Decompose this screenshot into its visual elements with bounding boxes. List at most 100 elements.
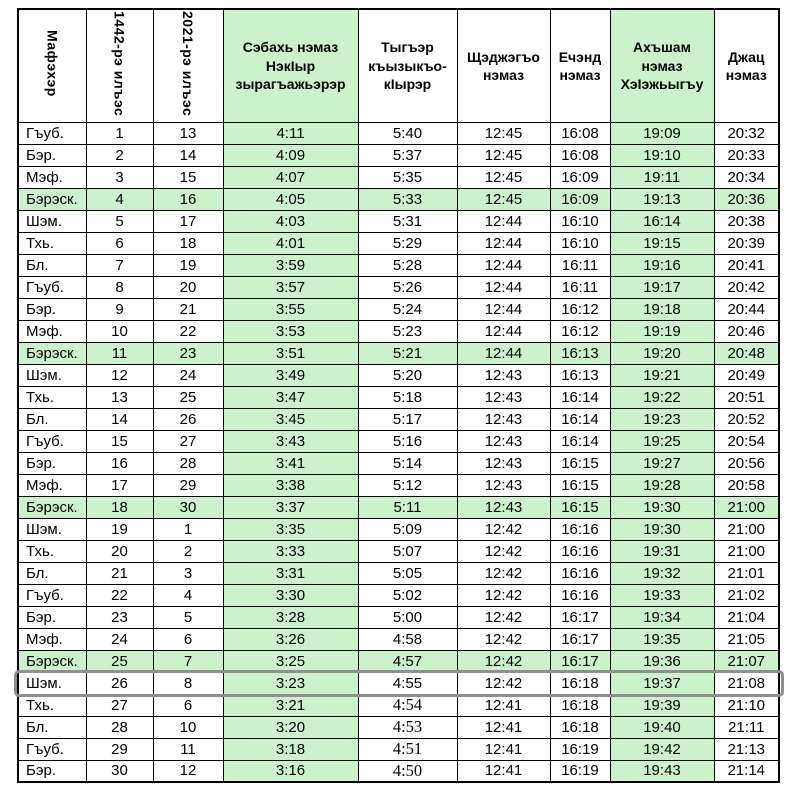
cell-isha: 20:52 bbox=[713, 407, 780, 431]
cell-sunrise: 4:50 bbox=[357, 759, 458, 783]
cell-dhuhr: 12:44 bbox=[456, 297, 551, 321]
table-row: Бэр. 30 12 3:16 4:50 12:41 16:19 19:43 21:14 bbox=[17, 759, 780, 783]
cell-greg: 22 bbox=[152, 319, 224, 343]
cell-dhuhr: 12:44 bbox=[456, 275, 551, 299]
cell-isha: 20:36 bbox=[713, 187, 780, 211]
cell-isha: 20:58 bbox=[713, 473, 780, 497]
cell-asr: 16:10 bbox=[549, 231, 611, 255]
cell-fajr: 4:03 bbox=[222, 209, 359, 233]
cell-dhuhr: 12:44 bbox=[456, 253, 551, 277]
cell-day: Шэм. bbox=[17, 671, 87, 695]
cell-isha: 21:00 bbox=[713, 517, 780, 541]
cell-sunrise: 5:14 bbox=[357, 451, 458, 475]
cell-isha: 20:32 bbox=[713, 121, 780, 145]
cell-maghrib: 19:11 bbox=[609, 165, 715, 189]
cell-dhuhr: 12:43 bbox=[456, 407, 551, 431]
cell-sunrise: 5:18 bbox=[357, 385, 458, 409]
cell-day: Бэрэск. bbox=[17, 341, 87, 365]
cell-isha: 21:13 bbox=[713, 737, 780, 761]
cell-isha: 21:11 bbox=[713, 715, 780, 739]
cell-hijri: 20 bbox=[85, 539, 154, 563]
cell-sunrise: 5:05 bbox=[357, 561, 458, 585]
cell-asr: 16:10 bbox=[549, 209, 611, 233]
cell-greg: 30 bbox=[152, 495, 224, 519]
cell-dhuhr: 12:43 bbox=[456, 429, 551, 453]
cell-maghrib: 19:27 bbox=[609, 451, 715, 475]
cell-sunrise: 4:58 bbox=[357, 627, 458, 651]
cell-asr: 16:13 bbox=[549, 363, 611, 387]
cell-dhuhr: 12:41 bbox=[456, 693, 551, 717]
cell-dhuhr: 12:45 bbox=[456, 121, 551, 145]
cell-fajr: 3:31 bbox=[222, 561, 359, 585]
cell-day: Бэр. bbox=[17, 143, 87, 167]
cell-maghrib: 19:23 bbox=[609, 407, 715, 431]
column-header-dhuhr: Щэджэгъо нэмаз bbox=[456, 8, 551, 123]
cell-dhuhr: 12:45 bbox=[456, 143, 551, 167]
column-header-asr: Ечэнд нэмаз bbox=[549, 8, 611, 123]
table-row: Мэф. 10 22 3:53 5:23 12:44 16:12 19:19 20:46 bbox=[17, 319, 780, 343]
cell-hijri: 7 bbox=[85, 253, 154, 277]
cell-isha: 21:07 bbox=[713, 649, 780, 673]
cell-asr: 16:18 bbox=[549, 693, 611, 717]
cell-day: Бэр. bbox=[17, 605, 87, 629]
cell-isha: 20:42 bbox=[713, 275, 780, 299]
cell-hijri: 3 bbox=[85, 165, 154, 189]
table-row: Гъуб. 8 20 3:57 5:26 12:44 16:11 19:17 20:42 bbox=[17, 275, 780, 299]
cell-maghrib: 19:22 bbox=[609, 385, 715, 409]
cell-hijri: 5 bbox=[85, 209, 154, 233]
cell-dhuhr: 12:42 bbox=[456, 671, 551, 695]
table-row: Бэр. 9 21 3:55 5:24 12:44 16:12 19:18 20:44 bbox=[17, 297, 780, 321]
cell-dhuhr: 12:43 bbox=[456, 495, 551, 519]
cell-fajr: 3:21 bbox=[222, 693, 359, 717]
table-row: Бл. 28 10 3:20 4:53 12:41 16:18 19:40 21:11 bbox=[17, 715, 780, 739]
cell-day: Бэр. bbox=[17, 759, 87, 783]
column-header-day: Мафэхэр bbox=[17, 8, 87, 123]
cell-isha: 20:51 bbox=[713, 385, 780, 409]
cell-day: Гъуб. bbox=[17, 275, 87, 299]
cell-dhuhr: 12:42 bbox=[456, 561, 551, 585]
prayer-times-table-wrap: Мафэхэр 1442-рэ илъэс 2021-рэ илъэс Сэбахь … bbox=[17, 8, 780, 783]
cell-sunrise: 4:53 bbox=[357, 715, 458, 739]
cell-asr: 16:18 bbox=[549, 671, 611, 695]
cell-hijri: 28 bbox=[85, 715, 154, 739]
cell-fajr: 4:09 bbox=[222, 143, 359, 167]
table-row: Гъуб. 1 13 4:11 5:40 12:45 16:08 19:09 20:32 bbox=[17, 121, 780, 145]
cell-greg: 15 bbox=[152, 165, 224, 189]
cell-sunrise: 5:31 bbox=[357, 209, 458, 233]
cell-dhuhr: 12:42 bbox=[456, 605, 551, 629]
cell-day: Бл. bbox=[17, 561, 87, 585]
cell-maghrib: 19:33 bbox=[609, 583, 715, 607]
cell-dhuhr: 12:43 bbox=[456, 451, 551, 475]
cell-asr: 16:17 bbox=[549, 605, 611, 629]
cell-fajr: 3:18 bbox=[222, 737, 359, 761]
cell-fajr: 4:01 bbox=[222, 231, 359, 255]
cell-sunrise: 5:20 bbox=[357, 363, 458, 387]
table-row: Мэф. 17 29 3:38 5:12 12:43 16:15 19:28 20:58 bbox=[17, 473, 780, 497]
cell-day: Мэф. bbox=[17, 627, 87, 651]
table-row: Шэм. 12 24 3:49 5:20 12:43 16:13 19:21 20:49 bbox=[17, 363, 780, 387]
header-row: Мафэхэр 1442-рэ илъэс 2021-рэ илъэс Сэбахь … bbox=[17, 8, 780, 123]
cell-fajr: 3:33 bbox=[222, 539, 359, 563]
cell-maghrib: 19:43 bbox=[609, 759, 715, 783]
cell-hijri: 10 bbox=[85, 319, 154, 343]
cell-sunrise: 5:28 bbox=[357, 253, 458, 277]
cell-isha: 20:54 bbox=[713, 429, 780, 453]
cell-maghrib: 19:15 bbox=[609, 231, 715, 255]
cell-sunrise: 5:17 bbox=[357, 407, 458, 431]
cell-day: Тхь. bbox=[17, 385, 87, 409]
cell-maghrib: 19:37 bbox=[609, 671, 715, 695]
cell-sunrise: 5:07 bbox=[357, 539, 458, 563]
column-header-isha: Джац нэмаз bbox=[713, 8, 780, 123]
cell-sunrise: 4:54 bbox=[357, 693, 458, 717]
cell-isha: 21:10 bbox=[713, 693, 780, 717]
cell-asr: 16:12 bbox=[549, 319, 611, 343]
cell-greg: 21 bbox=[152, 297, 224, 321]
cell-greg: 25 bbox=[152, 385, 224, 409]
cell-sunrise: 4:51 bbox=[357, 737, 458, 761]
cell-greg: 24 bbox=[152, 363, 224, 387]
cell-maghrib: 19:30 bbox=[609, 495, 715, 519]
cell-hijri: 29 bbox=[85, 737, 154, 761]
cell-hijri: 1 bbox=[85, 121, 154, 145]
cell-asr: 16:14 bbox=[549, 429, 611, 453]
cell-greg: 1 bbox=[152, 517, 224, 541]
